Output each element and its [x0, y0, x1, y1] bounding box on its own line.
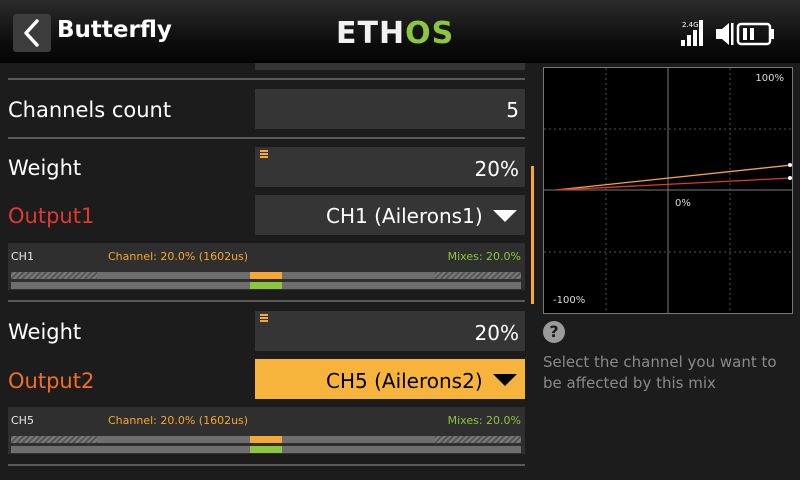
monitor-mixes-value: Mixes: 20.0%	[447, 414, 521, 427]
monitor-channel-value: Channel: 20.0% (1602us)	[108, 414, 249, 427]
curve-line-output2	[555, 164, 792, 191]
speaker-mute-icon	[716, 23, 734, 45]
axis-lines	[544, 68, 792, 313]
divider	[8, 464, 525, 466]
scroll-indicator[interactable]	[531, 166, 534, 304]
channel-output-fill	[250, 272, 282, 279]
divider	[8, 78, 525, 80]
chart-max-label: 100%	[755, 73, 784, 84]
monitor-channel-value: Channel: 20.0% (1602us)	[108, 250, 249, 263]
channel-output-bar	[11, 436, 521, 443]
drag-handle-icon	[260, 314, 268, 323]
battery-icon	[736, 22, 774, 46]
mixes-output-fill	[250, 446, 282, 453]
top-bar: Butterfly ETHOS 2.4G	[0, 0, 800, 63]
channel1-monitor: CH1 Channel: 20.0% (1602us) Mixes: 20.0%	[8, 243, 525, 290]
dropdown-arrow-icon	[493, 374, 517, 386]
output2-label: Output2	[8, 369, 95, 393]
curve-graph	[544, 68, 792, 313]
curve-point	[788, 163, 792, 167]
signal-strength-icon	[681, 20, 703, 46]
dropdown-arrow-icon	[493, 210, 517, 222]
chart-center-label: 0%	[675, 198, 691, 209]
channels-count-field[interactable]: 5	[255, 89, 525, 129]
mix-curve-preview: 100% 0% -100%	[543, 67, 793, 314]
help-text: Select the channel you want to be affect…	[543, 353, 777, 392]
output2-value: CH5 (Ailerons2)	[326, 369, 483, 393]
weight1-field[interactable]: 20%	[255, 147, 525, 187]
previous-field-stub	[255, 63, 525, 70]
weight2-field[interactable]: 20%	[255, 311, 525, 351]
weight1-label: Weight	[8, 156, 82, 180]
signal-band-label: 2.4G	[682, 21, 699, 29]
mixes-output-bar	[11, 282, 521, 289]
weight2-label: Weight	[8, 320, 82, 344]
monitor-channel-name: CH1	[11, 250, 34, 263]
drag-handle-icon	[260, 150, 268, 159]
monitor-mixes-value: Mixes: 20.0%	[447, 250, 521, 263]
divider	[8, 137, 525, 139]
status-icons: 2.4G	[681, 20, 774, 46]
ethos-logo: ETHOS	[336, 16, 455, 51]
channels-count-label: Channels count	[8, 98, 172, 122]
divider	[8, 300, 525, 302]
back-button[interactable]	[13, 14, 51, 52]
monitor-channel-name: CH5	[11, 414, 34, 427]
grid-lines	[544, 68, 792, 313]
output2-dropdown[interactable]: CH5 (Ailerons2)	[255, 359, 525, 399]
mixes-output-fill	[250, 282, 282, 289]
chart-min-label: -100%	[553, 295, 586, 306]
curve-point	[788, 176, 792, 180]
output1-label: Output1	[8, 204, 95, 228]
page-title: Butterfly	[57, 17, 172, 43]
curve-line-output1	[555, 177, 792, 191]
output1-value: CH1 (Ailerons1)	[326, 204, 483, 228]
mixes-output-bar	[11, 446, 521, 453]
chevron-left-icon	[24, 19, 39, 47]
output1-dropdown[interactable]: CH1 (Ailerons1)	[255, 195, 525, 235]
channel-output-fill	[250, 436, 282, 443]
question-icon[interactable]: ?	[543, 321, 565, 343]
channel2-monitor: CH5 Channel: 20.0% (1602us) Mixes: 20.0%	[8, 407, 525, 454]
channel-output-bar	[11, 272, 521, 279]
